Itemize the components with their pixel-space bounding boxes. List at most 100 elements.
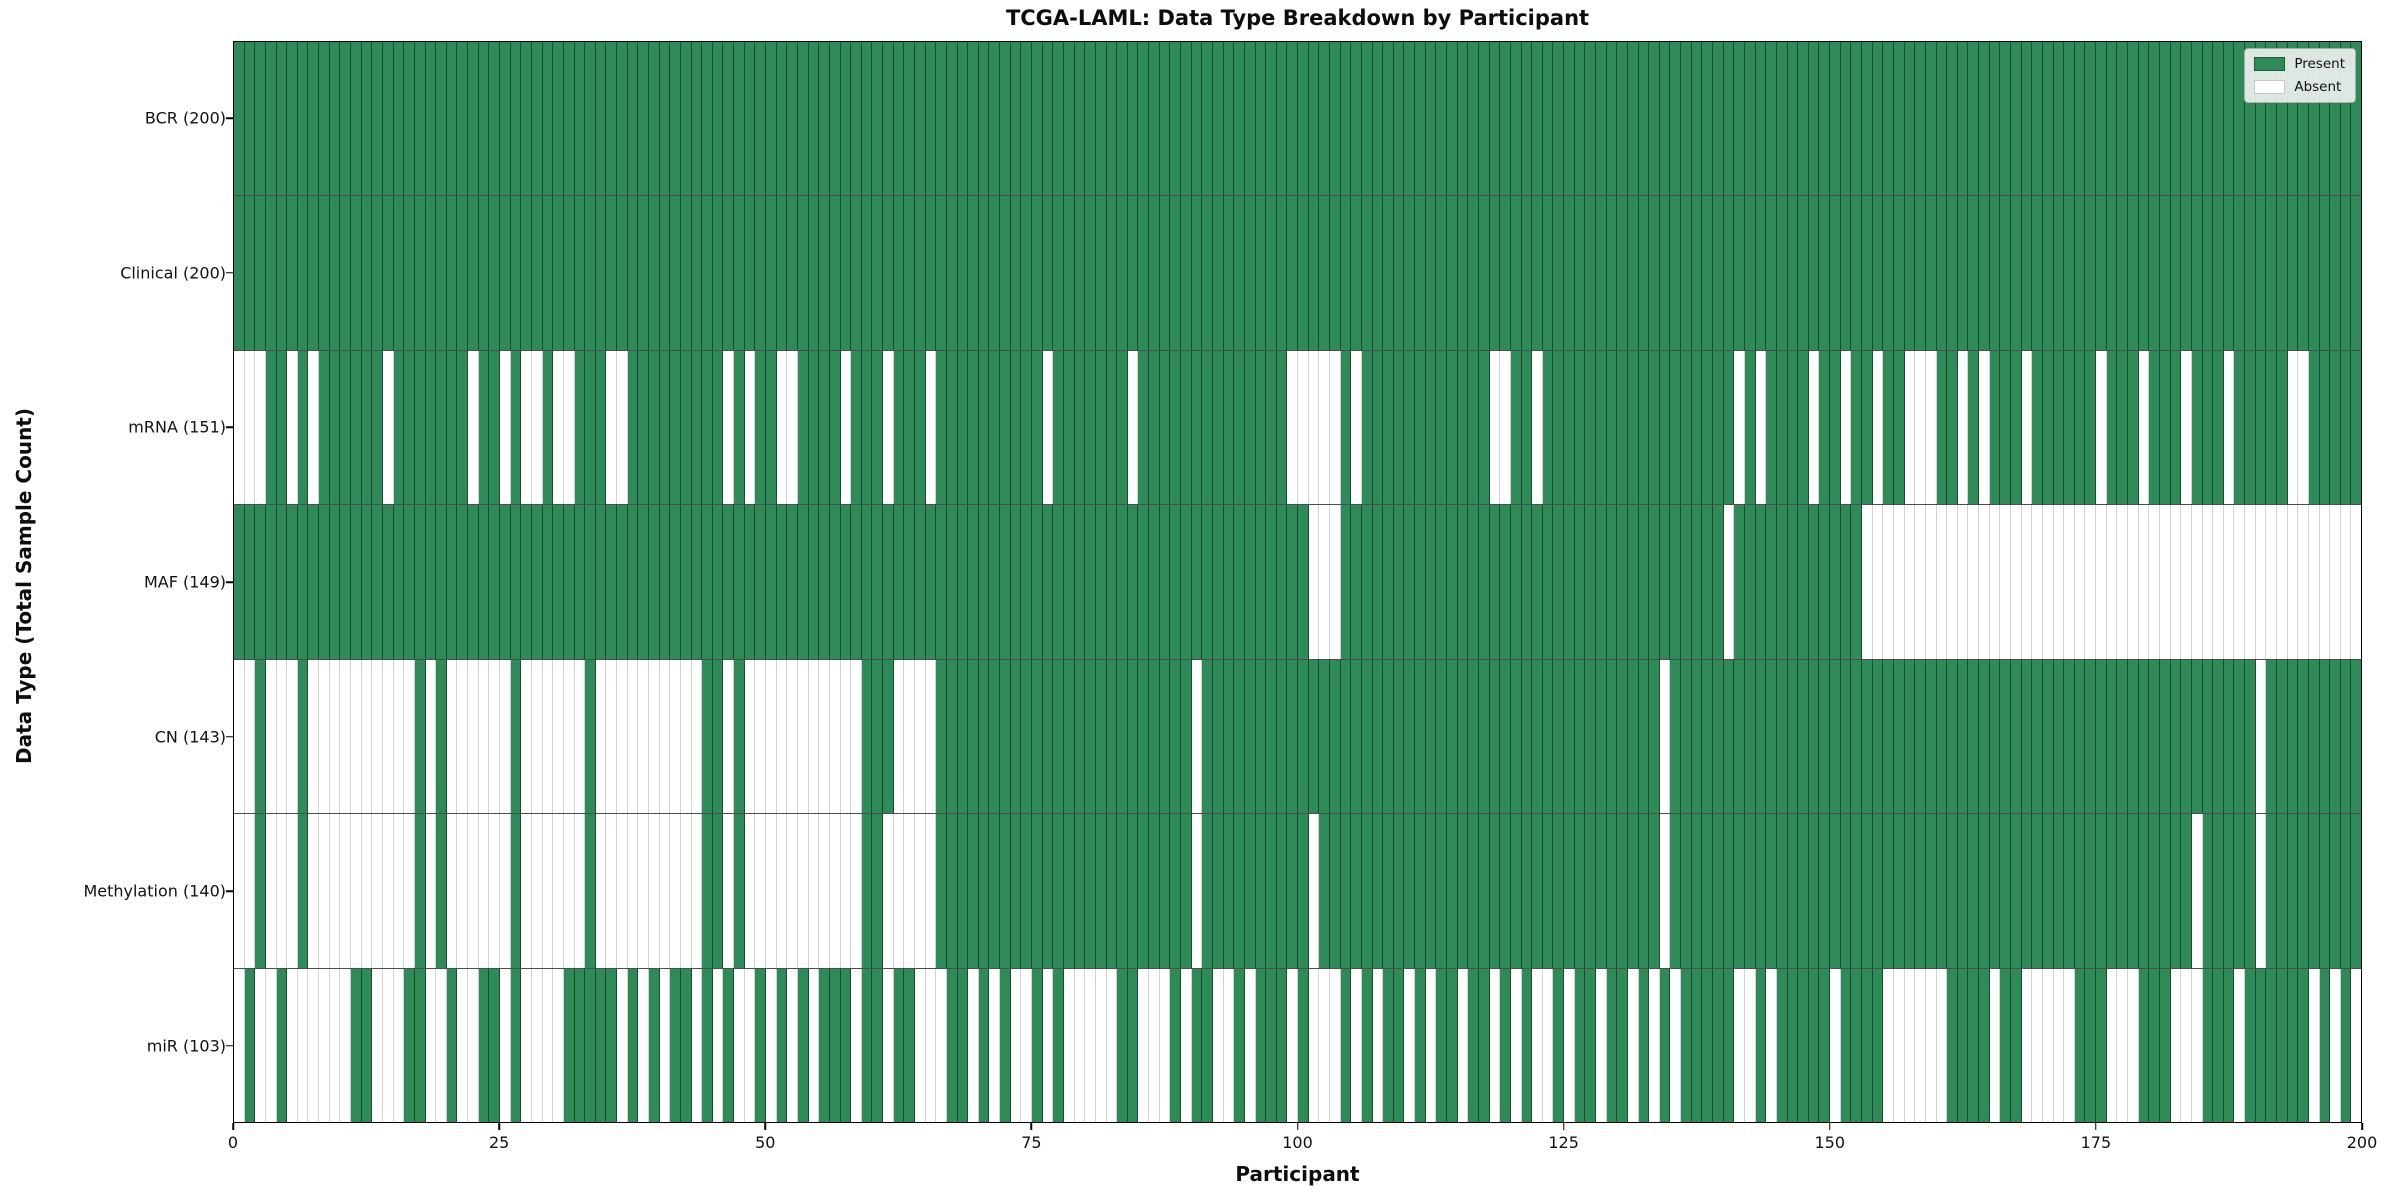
cell-miR-184 xyxy=(2191,968,2203,1122)
cell-CN-91 xyxy=(1202,659,1213,814)
y-tick-label-miR: miR (103) xyxy=(146,1036,226,1056)
cell-MAF-59 xyxy=(861,505,873,659)
cell-BCR-75 xyxy=(1032,42,1043,196)
cell-miR-107 xyxy=(1372,968,1384,1122)
cell-CN-156 xyxy=(1893,659,1905,814)
cell-Methylation-126 xyxy=(1574,814,1586,968)
cell-CN-112 xyxy=(1425,659,1437,814)
cell-Methylation-136 xyxy=(1681,814,1692,968)
cell-BCR-4 xyxy=(276,42,288,196)
cell-BCR-83 xyxy=(1117,42,1128,196)
cell-mRNA-91 xyxy=(1202,350,1213,505)
cell-Methylation-33 xyxy=(585,814,596,968)
cell-Clinical-3 xyxy=(265,196,277,350)
cell-miR-144 xyxy=(1766,968,1777,1122)
cell-Methylation-141 xyxy=(1734,814,1745,968)
cell-miR-111 xyxy=(1415,968,1426,1122)
cell-Clinical-118 xyxy=(1489,196,1501,350)
cell-Methylation-57 xyxy=(840,814,852,968)
cell-CN-180 xyxy=(2149,659,2160,814)
cell-Clinical-144 xyxy=(1766,196,1777,350)
cell-BCR-146 xyxy=(1787,42,1799,196)
cell-miR-120 xyxy=(1510,968,1522,1122)
cell-BCR-5 xyxy=(287,42,298,196)
y-tick-mark-BCR xyxy=(226,117,233,120)
cell-BCR-35 xyxy=(606,42,618,196)
cell-MAF-86 xyxy=(1149,505,1160,659)
cell-miR-182 xyxy=(2170,968,2182,1122)
cell-CN-137 xyxy=(1691,659,1703,814)
cell-miR-137 xyxy=(1691,968,1703,1122)
cell-CN-65 xyxy=(925,659,937,814)
cell-CN-17 xyxy=(414,659,426,814)
cell-BCR-8 xyxy=(319,42,330,196)
cell-miR-95 xyxy=(1244,968,1256,1122)
cell-Clinical-136 xyxy=(1681,196,1692,350)
cell-Methylation-115 xyxy=(1457,814,1469,968)
cell-Methylation-8 xyxy=(319,814,330,968)
cell-Methylation-12 xyxy=(361,814,373,968)
y-tick-label-Clinical: Clinical (200) xyxy=(120,263,226,283)
cell-miR-83 xyxy=(1117,968,1128,1122)
cell-mRNA-44 xyxy=(702,350,713,505)
cell-Clinical-13 xyxy=(372,196,383,350)
cell-miR-106 xyxy=(1361,968,1373,1122)
cell-Methylation-106 xyxy=(1361,814,1373,968)
cell-BCR-106 xyxy=(1361,42,1373,196)
cell-Clinical-28 xyxy=(531,196,543,350)
cell-Clinical-31 xyxy=(563,196,575,350)
cell-mRNA-191 xyxy=(2266,350,2277,505)
cell-Clinical-56 xyxy=(829,196,841,350)
cell-mRNA-100 xyxy=(1298,350,1309,505)
cell-miR-4 xyxy=(276,968,288,1122)
cell-mRNA-2 xyxy=(255,350,266,505)
cell-mRNA-46 xyxy=(723,350,735,505)
cell-Clinical-165 xyxy=(1989,196,2001,350)
cell-CN-132 xyxy=(1638,659,1650,814)
cell-CN-103 xyxy=(1329,659,1341,814)
cell-MAF-171 xyxy=(2053,505,2065,659)
cell-miR-134 xyxy=(1659,968,1671,1122)
cell-CN-195 xyxy=(2308,659,2320,814)
chart-title: TCGA-LAML: Data Type Breakdown by Partic… xyxy=(1005,6,1590,30)
cell-BCR-66 xyxy=(936,42,947,196)
cell-mRNA-86 xyxy=(1149,350,1160,505)
cell-BCR-91 xyxy=(1202,42,1213,196)
cell-Methylation-69 xyxy=(968,814,979,968)
cell-MAF-49 xyxy=(755,505,767,659)
cell-miR-131 xyxy=(1627,968,1639,1122)
cell-miR-198 xyxy=(2340,968,2352,1122)
cell-Methylation-110 xyxy=(1404,814,1416,968)
cell-CN-57 xyxy=(840,659,852,814)
cell-miR-6 xyxy=(297,968,309,1122)
cell-MAF-168 xyxy=(2021,505,2033,659)
cell-BCR-191 xyxy=(2266,42,2277,196)
cell-Clinical-139 xyxy=(1713,196,1724,350)
cell-BCR-43 xyxy=(691,42,703,196)
cell-mRNA-77 xyxy=(1053,350,1064,505)
cell-Methylation-42 xyxy=(680,814,692,968)
cell-Methylation-151 xyxy=(1840,814,1852,968)
cell-CN-148 xyxy=(1808,659,1820,814)
cell-MAF-69 xyxy=(968,505,979,659)
cell-mRNA-142 xyxy=(1744,350,1756,505)
cell-CN-64 xyxy=(915,659,926,814)
cell-mRNA-41 xyxy=(670,350,681,505)
cell-miR-13 xyxy=(372,968,383,1122)
cell-mRNA-119 xyxy=(1500,350,1511,505)
cell-Methylation-10 xyxy=(340,814,352,968)
cell-Clinical-135 xyxy=(1670,196,1682,350)
cell-BCR-131 xyxy=(1627,42,1639,196)
cell-Methylation-76 xyxy=(1042,814,1054,968)
cell-MAF-176 xyxy=(2106,505,2118,659)
cell-BCR-196 xyxy=(2319,42,2331,196)
cell-BCR-97 xyxy=(1266,42,1277,196)
cell-CN-197 xyxy=(2330,659,2341,814)
cell-Clinical-60 xyxy=(872,196,884,350)
cell-Methylation-63 xyxy=(904,814,915,968)
cell-CN-121 xyxy=(1521,659,1533,814)
cell-Methylation-117 xyxy=(1478,814,1490,968)
cell-MAF-91 xyxy=(1202,505,1213,659)
cell-miR-115 xyxy=(1457,968,1469,1122)
cell-CN-51 xyxy=(776,659,788,814)
